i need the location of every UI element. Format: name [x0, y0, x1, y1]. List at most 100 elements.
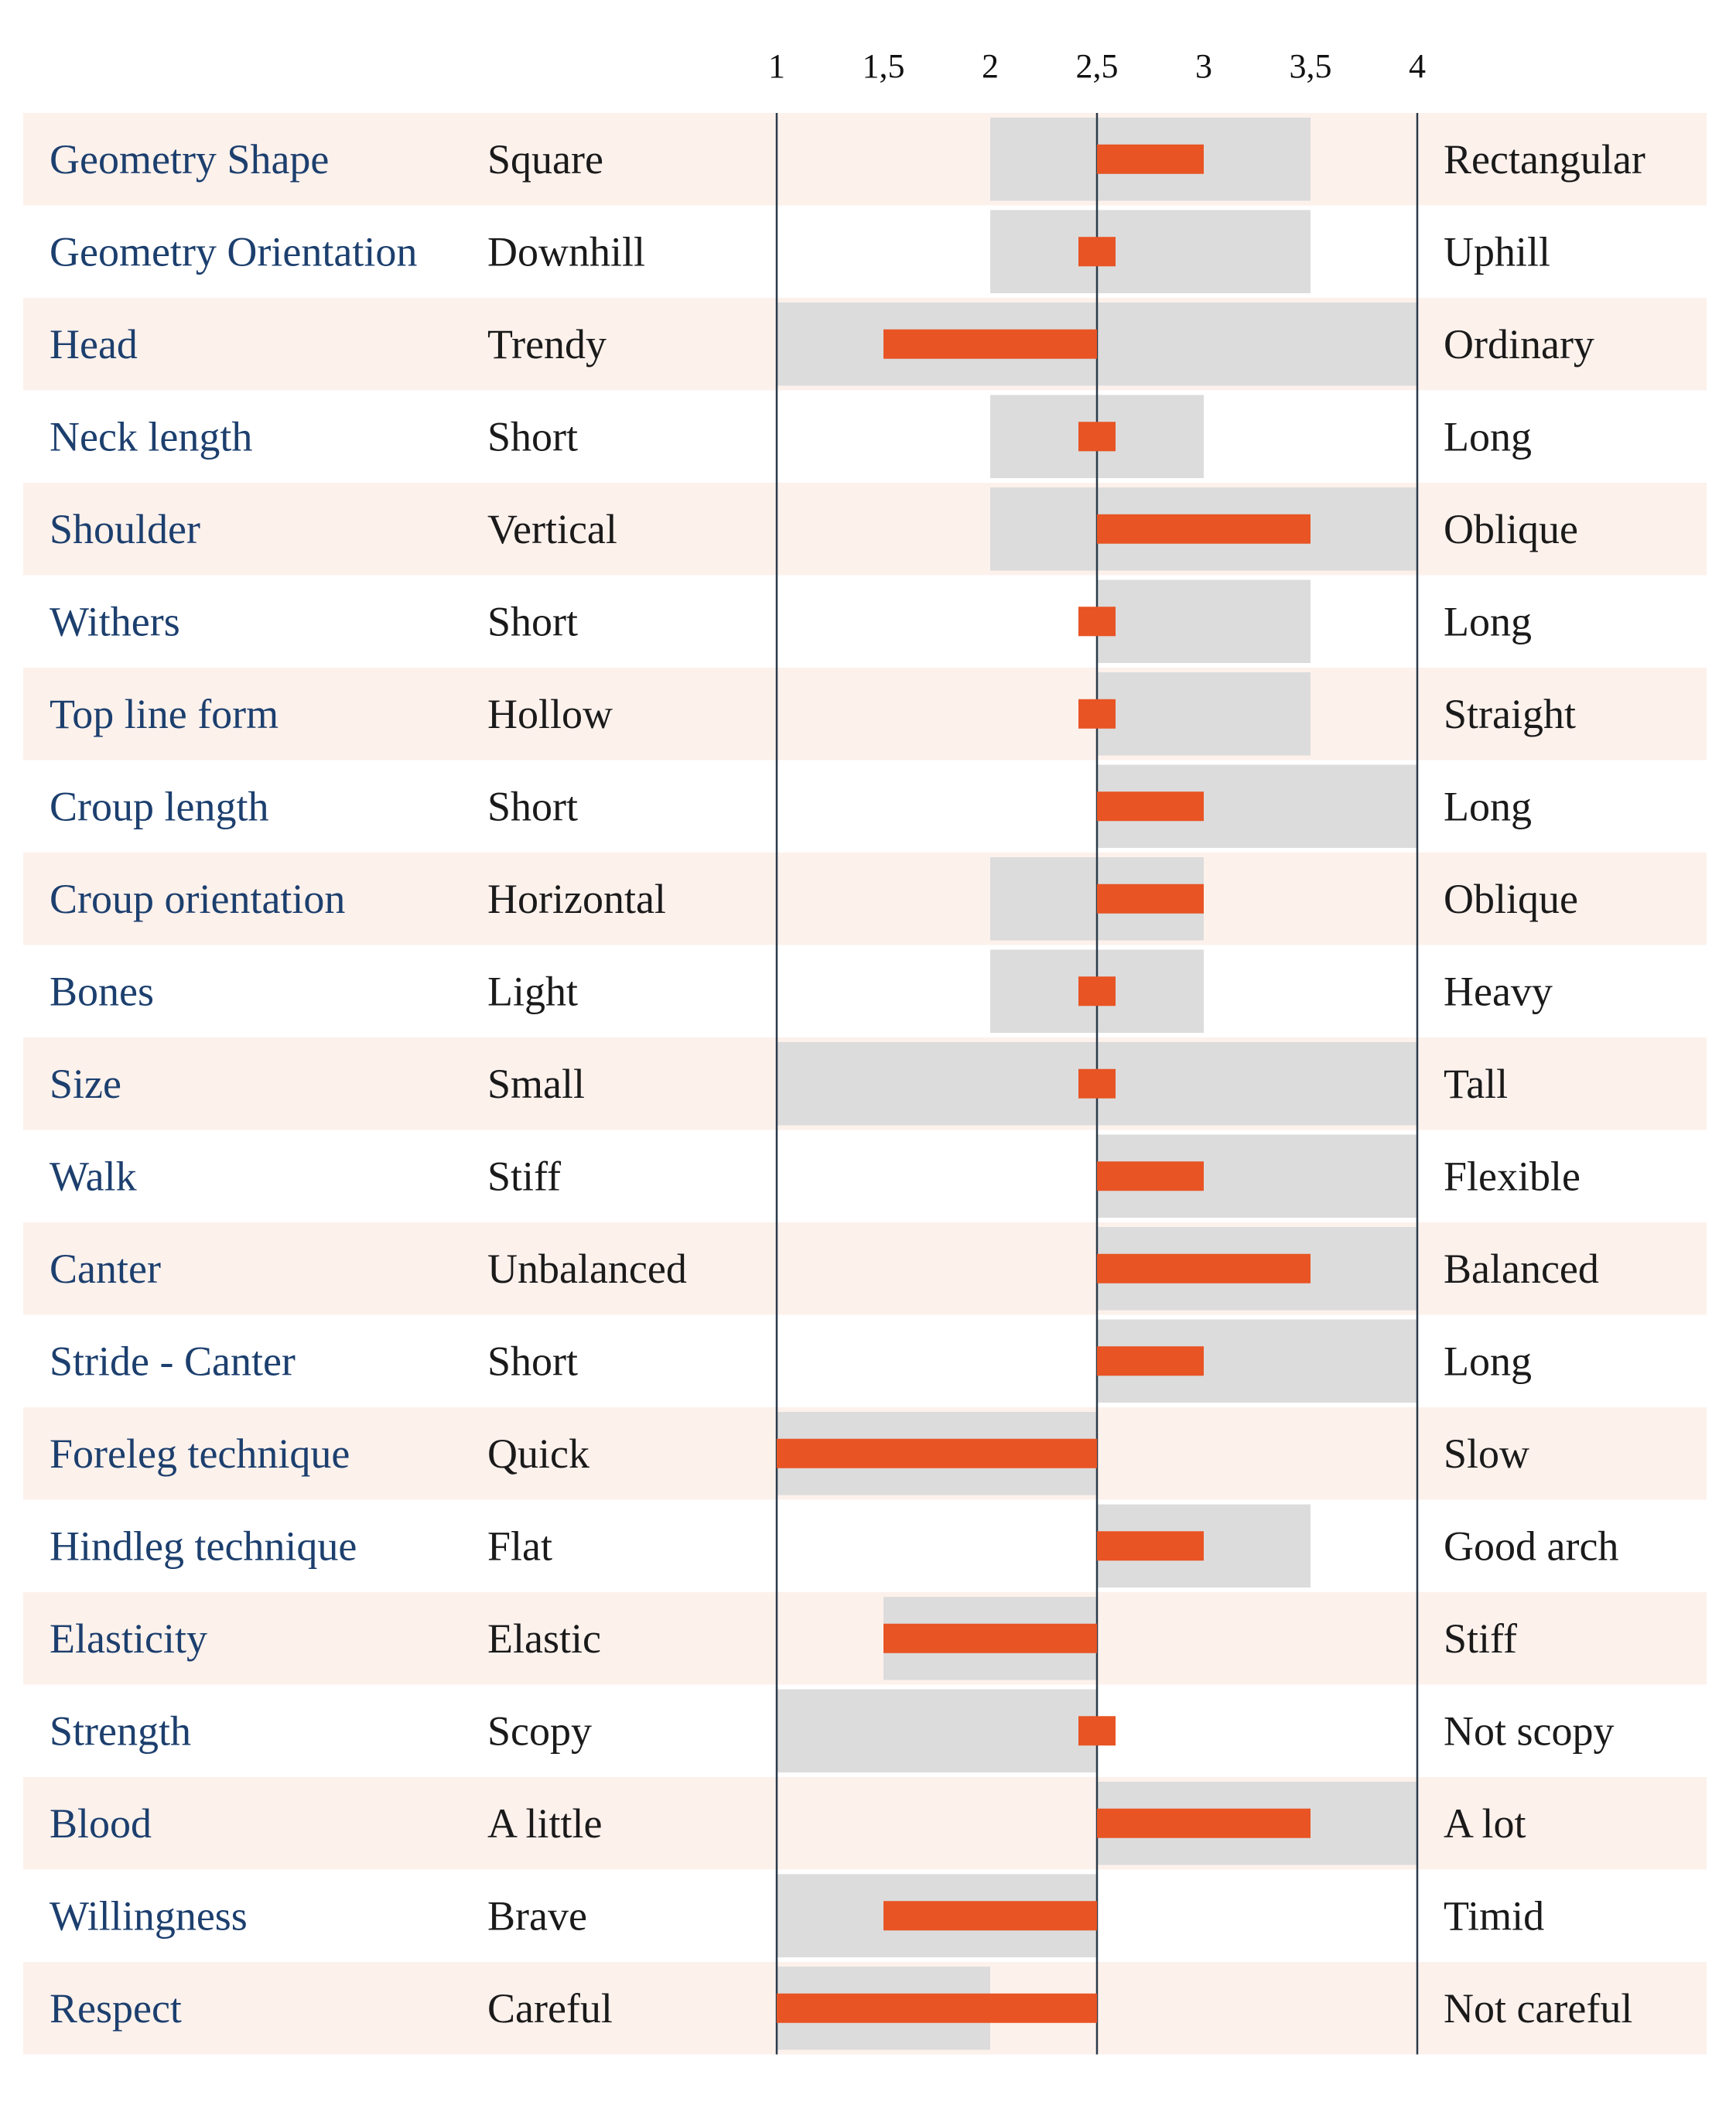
- trait-label: Head: [50, 321, 138, 367]
- low-pole-label: Elastic: [487, 1615, 601, 1662]
- value-bar: [1097, 1808, 1311, 1838]
- value-bar: [1078, 976, 1116, 1007]
- tick-label: 2: [982, 47, 999, 85]
- low-pole-label: Short: [487, 413, 578, 460]
- row-stripe: [23, 483, 1707, 576]
- trait-label: Blood: [50, 1800, 152, 1847]
- value-bar: [1097, 884, 1204, 914]
- tick-label: 2,5: [1076, 47, 1119, 85]
- low-pole-label: Careful: [487, 1985, 613, 2032]
- low-pole-label: Quick: [487, 1430, 589, 1477]
- low-pole-label: Downhill: [487, 228, 645, 275]
- value-bar: [1078, 1068, 1116, 1099]
- trait-label: Strength: [50, 1707, 191, 1754]
- tick-labels: 1 1,5 2 2,5 3 3,5 4: [768, 47, 1426, 85]
- value-bar: [1097, 144, 1204, 174]
- tick-label: 3: [1195, 47, 1212, 85]
- high-pole-label: Ordinary: [1444, 321, 1594, 367]
- low-pole-label: A little: [487, 1800, 603, 1847]
- low-pole-label: Trendy: [487, 321, 607, 367]
- high-pole-label: Good arch: [1444, 1523, 1618, 1569]
- row-stripe: [23, 1222, 1707, 1315]
- high-pole-label: Not scopy: [1444, 1707, 1614, 1754]
- value-bar: [1078, 699, 1116, 729]
- high-pole-label: Tall: [1444, 1061, 1508, 1107]
- value-bar: [777, 1438, 1097, 1468]
- row-stripe: [23, 1592, 1707, 1685]
- high-pole-label: Uphill: [1444, 228, 1550, 275]
- trait-label: Foreleg technique: [50, 1430, 350, 1477]
- trait-label: Withers: [50, 598, 180, 644]
- value-bar: [1097, 1161, 1204, 1191]
- high-pole-label: Balanced: [1444, 1246, 1599, 1292]
- range-band: [990, 210, 1311, 293]
- tick-label: 4: [1409, 47, 1426, 85]
- value-bar: [1097, 514, 1311, 544]
- row-stripe: [23, 113, 1707, 206]
- low-pole-label: Horizontal: [487, 876, 666, 922]
- high-pole-label: Slow: [1444, 1430, 1529, 1477]
- trait-label: Willingness: [50, 1892, 248, 1939]
- trait-label: Respect: [50, 1985, 182, 2032]
- trait-label: Geometry Shape: [50, 136, 329, 183]
- low-pole-label: Flat: [487, 1523, 552, 1569]
- high-pole-label: Flexible: [1444, 1153, 1581, 1199]
- value-bar: [1078, 237, 1116, 267]
- high-pole-label: Straight: [1444, 691, 1576, 737]
- value-bar: [1078, 422, 1116, 452]
- row-labels: Geometry Shape Square Rectangular Geometry …: [50, 136, 1645, 2032]
- high-pole-label: Heavy: [1444, 968, 1553, 1014]
- trait-label: Canter: [50, 1246, 161, 1292]
- high-pole-label: Long: [1444, 1338, 1532, 1384]
- low-pole-label: Light: [487, 968, 578, 1014]
- low-pole-label: Short: [487, 783, 578, 829]
- high-pole-label: Timid: [1444, 1892, 1544, 1939]
- value-bar: [777, 1993, 1097, 2023]
- range-band: [1097, 579, 1311, 663]
- value-bar: [1097, 1253, 1311, 1283]
- value-bar: [883, 1901, 1097, 1931]
- trait-label: Stride - Canter: [50, 1338, 296, 1384]
- low-pole-label: Hollow: [487, 691, 613, 737]
- range-band: [1097, 672, 1311, 756]
- trait-label: Top line form: [50, 691, 279, 737]
- low-pole-label: Unbalanced: [487, 1246, 687, 1292]
- trait-label: Shoulder: [50, 506, 200, 552]
- low-pole-label: Square: [487, 136, 603, 183]
- trait-label: Bones: [50, 968, 154, 1014]
- high-pole-label: Oblique: [1444, 876, 1578, 922]
- high-pole-label: Long: [1444, 413, 1532, 460]
- value-bar: [1097, 791, 1204, 822]
- trait-label: Croup orientation: [50, 876, 345, 922]
- trait-label: Neck length: [50, 413, 252, 460]
- high-pole-label: Not careful: [1444, 1985, 1632, 2032]
- high-pole-label: Long: [1444, 598, 1532, 644]
- value-bar: [1097, 1346, 1204, 1376]
- value-bar: [883, 329, 1097, 359]
- low-pole-label: Scopy: [487, 1707, 592, 1754]
- tick-label: 1: [768, 47, 785, 85]
- tick-label: 3,5: [1290, 47, 1332, 85]
- trait-label: Walk: [50, 1153, 137, 1199]
- value-bar: [883, 1623, 1097, 1653]
- range-band: [777, 1689, 1097, 1772]
- trait-label: Size: [50, 1061, 121, 1107]
- high-pole-label: Stiff: [1444, 1615, 1517, 1662]
- value-bar: [1078, 607, 1116, 637]
- row-stripe: [23, 668, 1707, 760]
- value-bar: [1097, 1531, 1204, 1561]
- trait-label: Hindleg technique: [50, 1523, 357, 1569]
- high-pole-label: Rectangular: [1444, 136, 1645, 183]
- low-pole-label: Brave: [487, 1892, 587, 1939]
- low-pole-label: Small: [487, 1061, 585, 1107]
- tick-label: 1,5: [863, 47, 905, 85]
- low-pole-label: Short: [487, 598, 578, 644]
- row-stripe: [23, 1777, 1707, 1870]
- trait-label: Elasticity: [50, 1615, 207, 1662]
- high-pole-label: A lot: [1444, 1800, 1526, 1847]
- trait-label: Geometry Orientation: [50, 228, 417, 275]
- low-pole-label: Stiff: [487, 1153, 561, 1199]
- value-bars: [777, 144, 1311, 2023]
- high-pole-label: Oblique: [1444, 506, 1578, 552]
